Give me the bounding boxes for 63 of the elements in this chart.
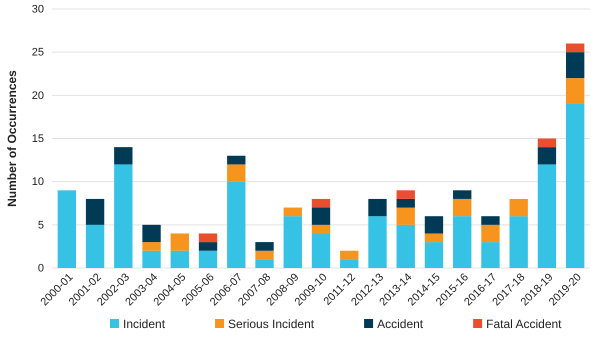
y-tick-label: 0 bbox=[38, 262, 44, 275]
bar bbox=[284, 216, 302, 268]
bar bbox=[396, 190, 415, 199]
y-tick-label: 30 bbox=[32, 4, 44, 16]
bar bbox=[86, 198, 104, 225]
bar bbox=[227, 156, 246, 164]
bar bbox=[538, 164, 556, 268]
bar bbox=[481, 216, 500, 225]
bar bbox=[312, 233, 330, 268]
bar bbox=[255, 250, 274, 260]
bar bbox=[396, 208, 415, 225]
bar bbox=[340, 259, 358, 268]
bar bbox=[538, 138, 556, 148]
bar bbox=[255, 242, 274, 251]
bar bbox=[227, 164, 246, 182]
bar bbox=[255, 259, 274, 268]
bar bbox=[284, 208, 302, 216]
bar bbox=[510, 198, 528, 216]
legend-label: Serious Incident bbox=[228, 317, 315, 331]
bar bbox=[396, 224, 415, 268]
bar bbox=[566, 104, 584, 268]
bar bbox=[86, 224, 104, 268]
bar bbox=[453, 216, 472, 268]
bar bbox=[198, 233, 218, 242]
bar bbox=[340, 250, 358, 260]
bar bbox=[424, 216, 444, 234]
bar bbox=[566, 44, 584, 52]
bar bbox=[170, 233, 189, 251]
bar bbox=[566, 78, 584, 104]
bar bbox=[312, 208, 330, 225]
bar bbox=[312, 198, 330, 208]
legend-label: Accident bbox=[377, 317, 424, 331]
bar bbox=[481, 242, 500, 268]
bar bbox=[198, 250, 218, 268]
bar bbox=[142, 224, 161, 242]
bar bbox=[424, 242, 444, 268]
bar bbox=[198, 242, 218, 251]
bar bbox=[453, 190, 472, 199]
y-tick-label: 5 bbox=[38, 219, 44, 232]
y-tick-label: 20 bbox=[32, 90, 44, 102]
y-axis-title: Number of Occurrences bbox=[5, 70, 19, 207]
bar bbox=[481, 224, 500, 242]
bar bbox=[142, 250, 161, 268]
y-tick-label: 10 bbox=[32, 176, 44, 188]
bar bbox=[170, 250, 189, 268]
bar bbox=[538, 147, 556, 164]
bar bbox=[58, 190, 76, 268]
y-tick-label: 25 bbox=[32, 46, 44, 59]
bar bbox=[312, 224, 330, 234]
bar bbox=[510, 216, 528, 268]
bar bbox=[368, 198, 387, 216]
bar bbox=[114, 164, 132, 268]
y-tick-label: 15 bbox=[32, 133, 44, 146]
bar bbox=[114, 147, 132, 164]
bar bbox=[368, 216, 387, 268]
bar bbox=[396, 198, 415, 208]
bar bbox=[142, 242, 161, 251]
bar bbox=[424, 233, 444, 242]
legend-label: Fatal Accident bbox=[486, 317, 562, 331]
bar bbox=[227, 182, 246, 268]
bar bbox=[453, 198, 472, 216]
bar bbox=[566, 52, 584, 78]
legend-label: Incident bbox=[123, 317, 166, 331]
